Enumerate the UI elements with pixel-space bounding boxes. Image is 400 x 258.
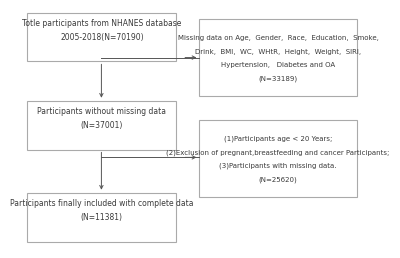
Bar [27,13,176,61]
Text: (N=11381): (N=11381) [81,213,123,222]
Text: (1)Participants age < 20 Years;: (1)Participants age < 20 Years; [224,135,332,142]
Bar [27,101,176,150]
Text: Drink,  BMI,  WC,  WHtR,  Height,  Weight,  SIRI,: Drink, BMI, WC, WHtR, Height, Weight, SI… [195,49,361,55]
Bar [199,19,357,96]
Text: 2005-2018(N=70190): 2005-2018(N=70190) [60,33,144,42]
Text: Participants finally included with complete data: Participants finally included with compl… [10,199,194,208]
Text: (3)Participants with missing data.: (3)Participants with missing data. [219,163,337,170]
Text: (N=33189): (N=33189) [258,76,298,82]
Text: Totle participants from NHANES database: Totle participants from NHANES database [22,19,182,28]
Bar [27,193,176,241]
Text: Missing data on Age,  Gender,  Race,  Education,  Smoke,: Missing data on Age, Gender, Race, Educa… [178,35,378,41]
Text: (N=25620): (N=25620) [259,177,298,183]
Text: (N=37001): (N=37001) [81,120,123,130]
Text: (2)Exclusion of pregnant,breastfeeding and cancer Participants;: (2)Exclusion of pregnant,breastfeeding a… [166,149,390,156]
Text: Hypertension,   Diabetes and OA: Hypertension, Diabetes and OA [221,62,335,68]
Bar [199,120,357,197]
Text: Participants without missing data: Participants without missing data [37,107,166,116]
